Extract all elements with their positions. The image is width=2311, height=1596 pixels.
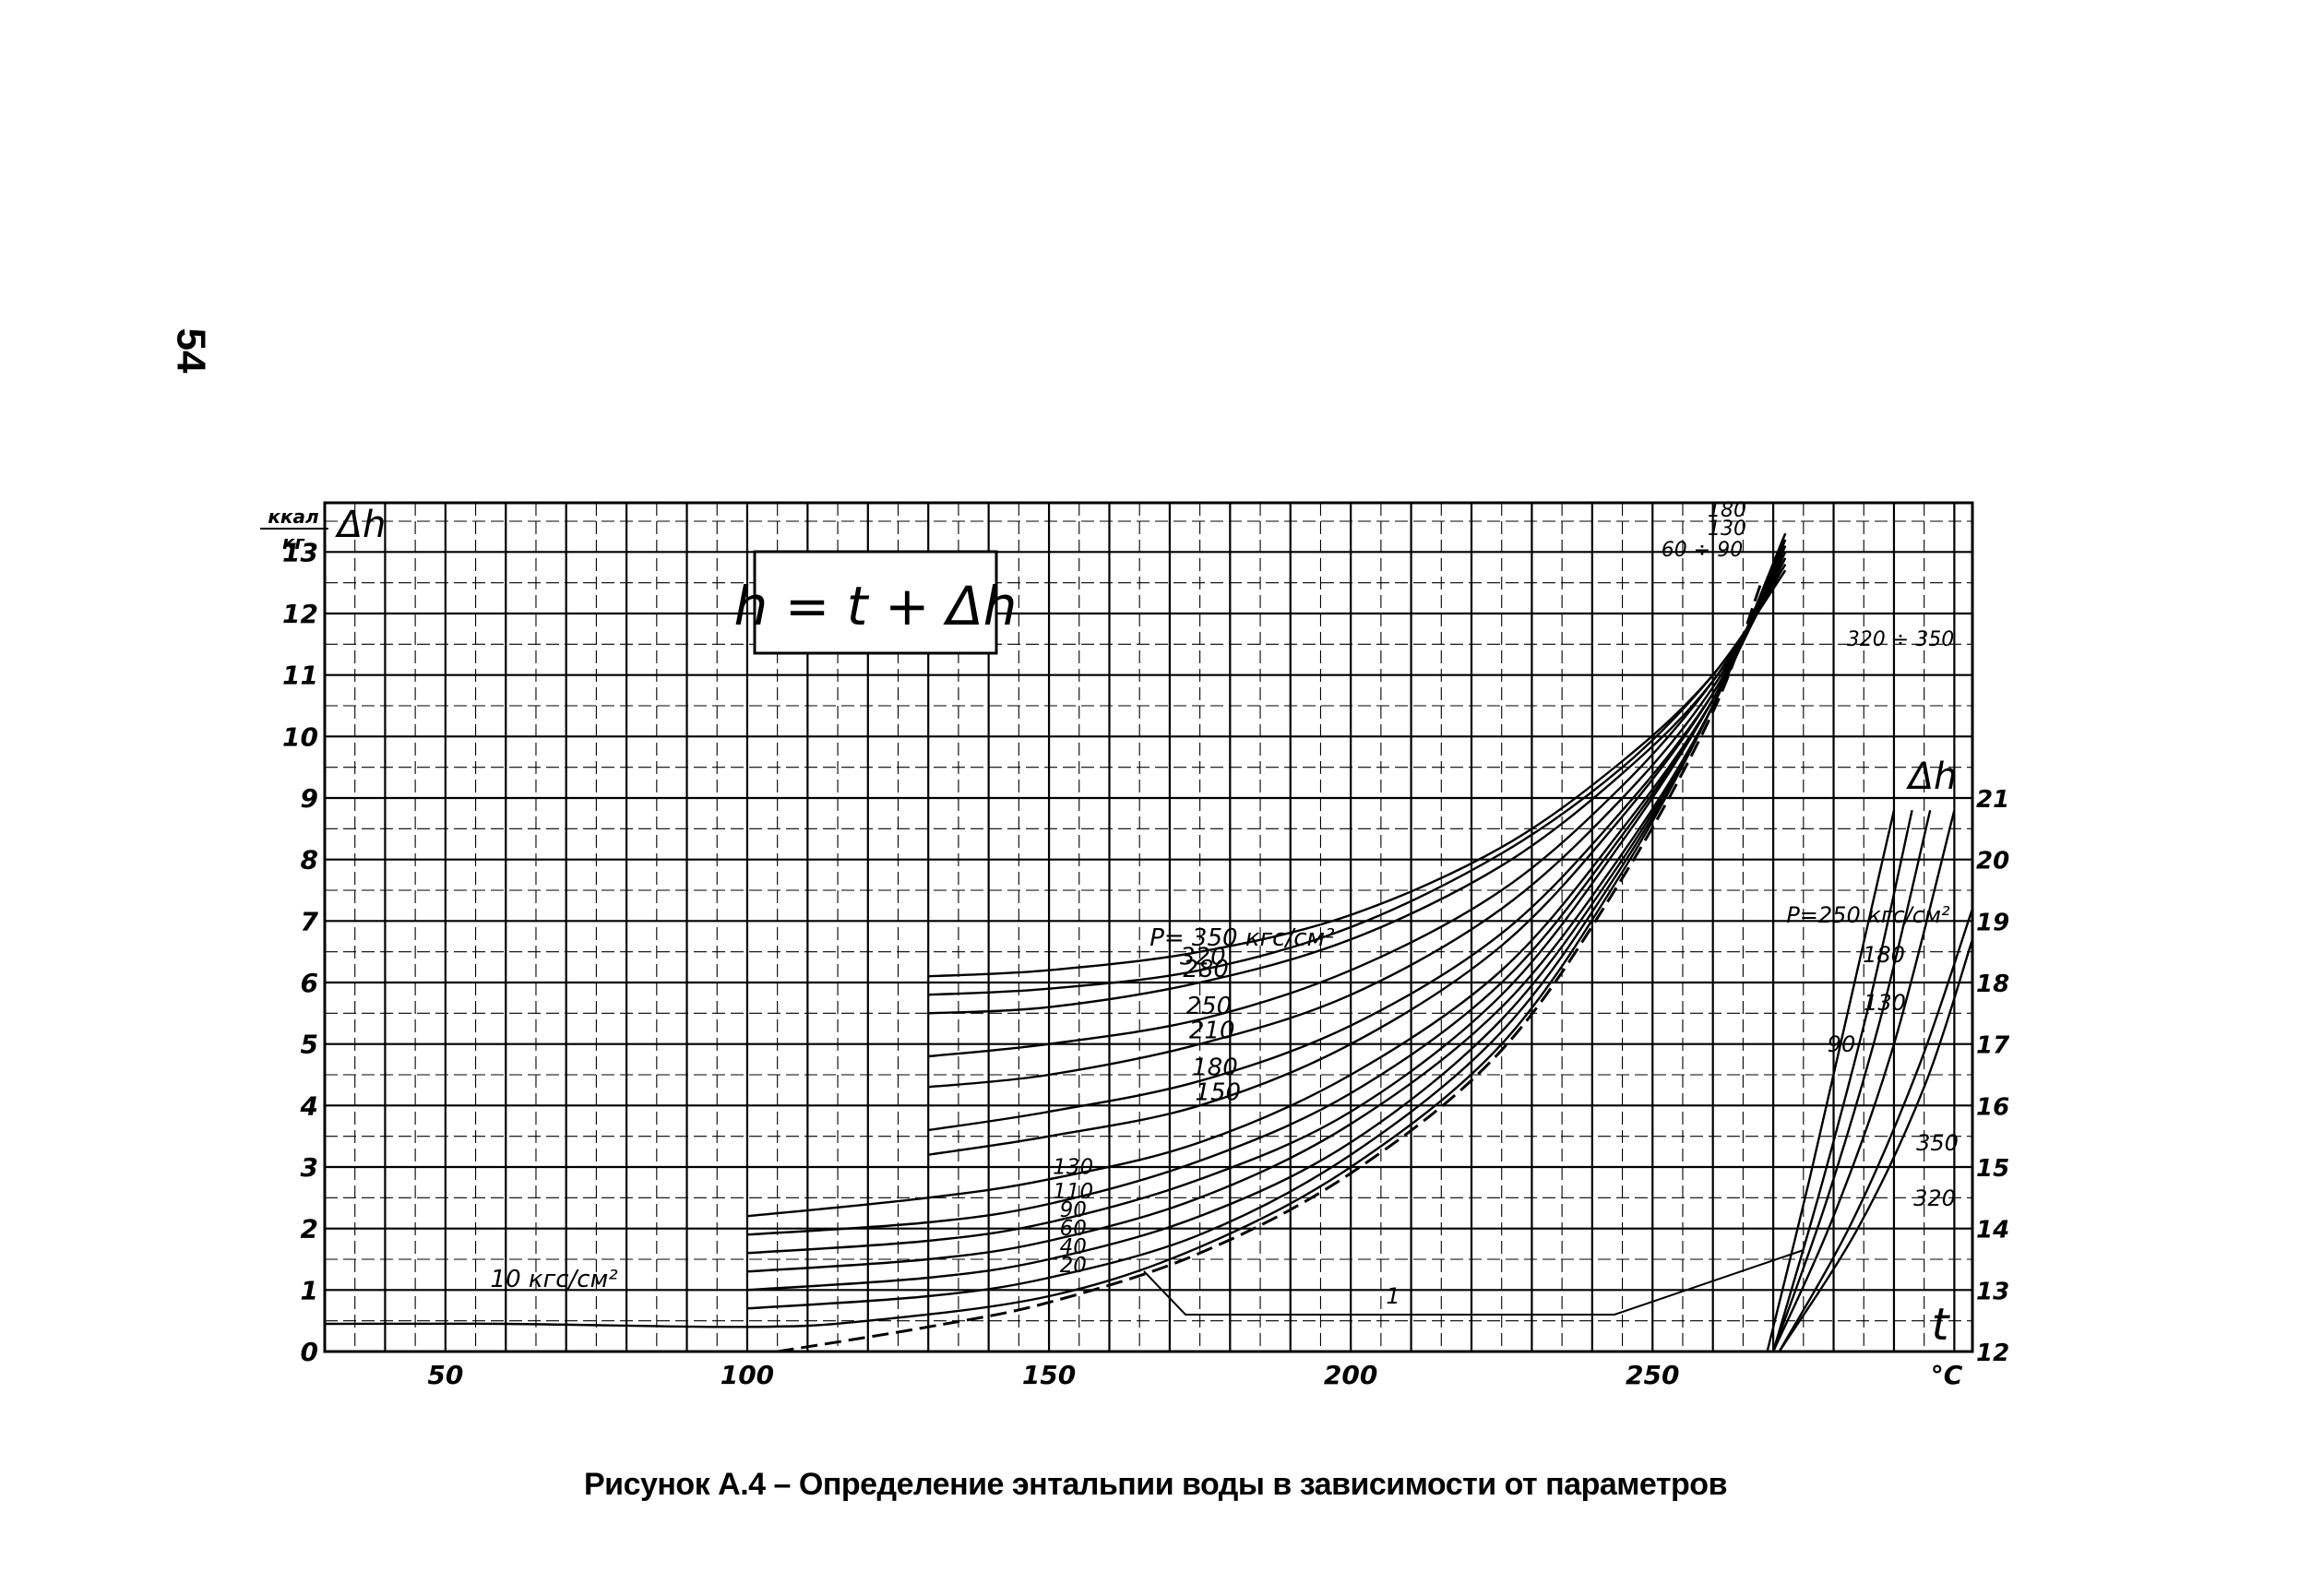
y-tick-label: 5 bbox=[301, 1030, 318, 1060]
curve-label-250: 250 bbox=[1186, 993, 1233, 1020]
curve-label-90: 90 bbox=[1060, 1198, 1087, 1222]
x-tick-label: 50 bbox=[427, 1360, 463, 1390]
inset-curve-320 bbox=[1778, 908, 1974, 1352]
chart-grid bbox=[325, 503, 1972, 1353]
x-tick-label: 200 bbox=[1324, 1360, 1377, 1390]
y-tick-label: 4 bbox=[300, 1090, 318, 1121]
curve-150 bbox=[928, 551, 1787, 1156]
y-tick-label: 11 bbox=[282, 661, 318, 691]
chart-frame bbox=[323, 501, 1974, 1353]
curve-label-150: 150 bbox=[1195, 1078, 1241, 1106]
top-label: 60 ÷ 90 bbox=[1662, 539, 1743, 562]
chart-curves bbox=[324, 532, 1974, 1353]
y-tick-label: 9 bbox=[301, 783, 318, 814]
y-tick-label: 12 bbox=[282, 599, 318, 629]
inset-curve-90 bbox=[1766, 810, 1896, 1352]
inset-y-tick-label: 19 bbox=[1976, 909, 2009, 936]
callout-leader bbox=[1143, 1249, 1805, 1316]
curve-label-130: 130 bbox=[1053, 1155, 1093, 1179]
inset-y-tick-label: 14 bbox=[1976, 1217, 2009, 1245]
curve-label-180: 180 bbox=[1192, 1054, 1238, 1082]
callout-label: 1 bbox=[1386, 1283, 1400, 1309]
curve-180 bbox=[928, 557, 1787, 1132]
inset-y-tick-label: 21 bbox=[1976, 786, 2009, 814]
inset-curve-label-130: 130 bbox=[1864, 990, 1906, 1016]
inset-curve-130 bbox=[1771, 810, 1913, 1352]
plot-border bbox=[323, 501, 1974, 1353]
inset-curve-P=250 кгс/см² bbox=[1772, 810, 1956, 1352]
curve-210 bbox=[928, 557, 1787, 1089]
curve-P= 350 кгс/см² bbox=[928, 569, 1787, 978]
x-unit-label: °С bbox=[1931, 1360, 1963, 1390]
inset-curve-label-350: 350 bbox=[1916, 1130, 1959, 1156]
curve-label-10 кгс/см²: 10 кгс/см² bbox=[491, 1266, 618, 1293]
y-tick-label: 7 bbox=[301, 906, 319, 936]
top-label: 320 ÷ 350 bbox=[1847, 628, 1954, 651]
inset-curve-label-P=250 кгс/см²: P=250 кгс/см² bbox=[1786, 902, 1950, 928]
inset-curve-label-180: 180 bbox=[1863, 942, 1905, 968]
curve-label-210: 210 bbox=[1189, 1018, 1235, 1045]
formula-text: h = t + Δh bbox=[734, 575, 1018, 637]
y-tick-label: 8 bbox=[301, 845, 318, 875]
y-unit-den: кг bbox=[282, 531, 305, 554]
curve-label-280: 280 bbox=[1183, 956, 1229, 983]
top-label: 180 bbox=[1708, 499, 1746, 522]
y-tick-label: 3 bbox=[301, 1152, 318, 1183]
chart-ticks: 50 100 150 200 250012345678910111213°С121314… bbox=[282, 537, 2010, 1390]
y-tick-label: 2 bbox=[301, 1214, 318, 1245]
curve-1 bbox=[777, 582, 1763, 1353]
curve-label-60: 60 bbox=[1060, 1217, 1087, 1241]
y-tick-label: 6 bbox=[301, 968, 318, 998]
y-tick-label: 10 bbox=[282, 721, 318, 752]
curve-10 кгс/см² bbox=[324, 532, 1787, 1328]
y-unit-num: ккал bbox=[268, 506, 319, 528]
inset-y-axis-label: Δh bbox=[1906, 756, 1958, 798]
curve-130 bbox=[746, 551, 1787, 1218]
y-tick-label: 0 bbox=[301, 1337, 318, 1367]
top-label: 130 bbox=[1708, 518, 1746, 541]
y-tick-label: 13 bbox=[282, 537, 318, 567]
curve-label-20: 20 bbox=[1060, 1254, 1087, 1278]
y-tick-label: 1 bbox=[301, 1275, 318, 1305]
x-tick-label: 150 bbox=[1022, 1360, 1076, 1390]
inset-y-tick-label: 16 bbox=[1976, 1093, 2009, 1121]
curve-280 bbox=[928, 564, 1787, 1015]
inset-y-tick-label: 13 bbox=[1976, 1278, 2009, 1305]
inset-curve-label-90: 90 bbox=[1828, 1031, 1856, 1057]
inset-curve-180 bbox=[1771, 810, 1932, 1352]
figure-caption: Рисунок А.4 – Определение энтальпии воды… bbox=[584, 1467, 1727, 1502]
y-axis-label: Δh bbox=[335, 504, 387, 546]
inset-y-tick-label: 18 bbox=[1976, 971, 2009, 998]
inset-y-tick-label: 20 bbox=[1976, 848, 2009, 875]
inset-y-tick-label: 15 bbox=[1976, 1155, 2009, 1183]
inset-y-tick-label: 17 bbox=[1976, 1032, 2010, 1060]
curve-label-P= 350 кгс/см²: P= 350 кгс/см² bbox=[1150, 924, 1334, 952]
inset-curve-350 bbox=[1778, 938, 1974, 1352]
formula-box bbox=[753, 550, 998, 655]
curve-label-110: 110 bbox=[1053, 1180, 1093, 1204]
inset-curve-label-320: 320 bbox=[1913, 1185, 1956, 1211]
x-tick-label: 100 bbox=[721, 1360, 774, 1390]
inset-y-tick-label: 12 bbox=[1976, 1340, 2009, 1367]
curve-110 bbox=[746, 545, 1787, 1236]
curve-60 bbox=[746, 539, 1787, 1273]
x-tick-label: 250 bbox=[1626, 1360, 1679, 1390]
x-axis-label: t bbox=[1932, 1299, 1951, 1351]
curve-label-40: 40 bbox=[1060, 1235, 1087, 1259]
curve-label-320: 320 bbox=[1180, 944, 1226, 971]
